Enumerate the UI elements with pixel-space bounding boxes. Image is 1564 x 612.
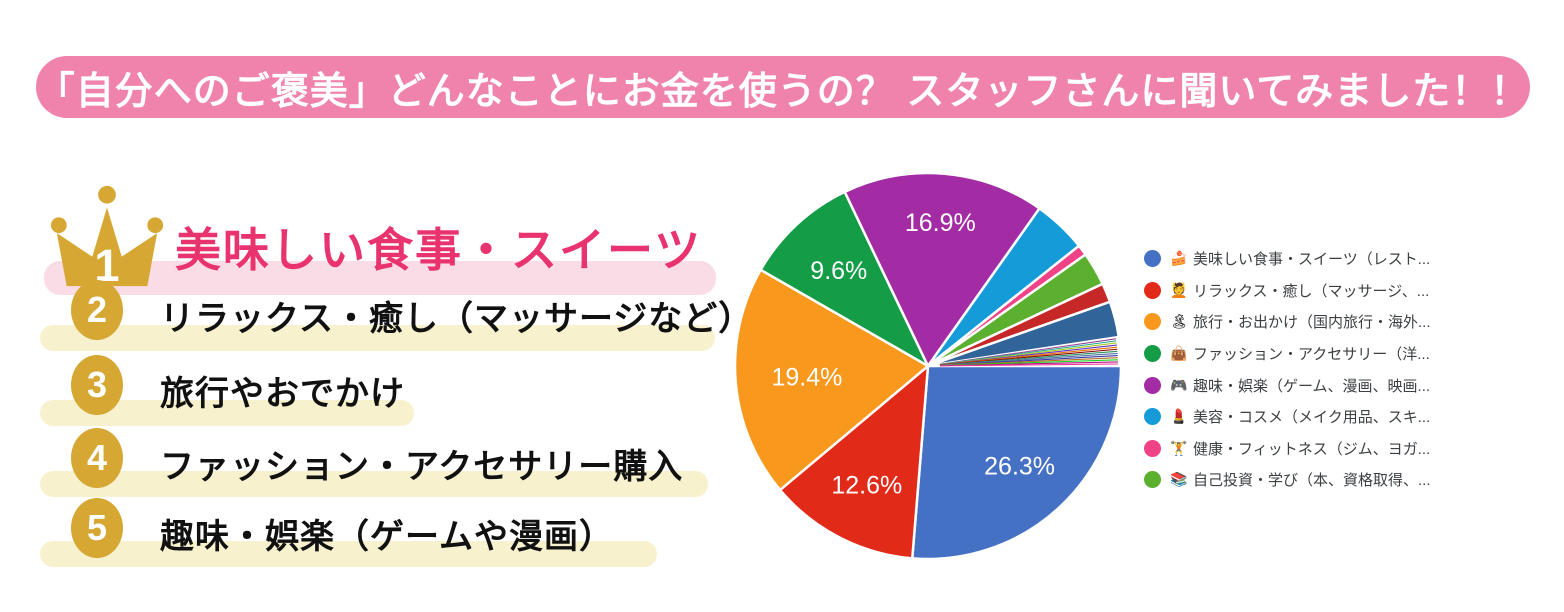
pie-percent-label-1: 26.3% [984, 452, 1055, 480]
rank4-label: ファッション・アクセサリー購入 [160, 448, 684, 486]
rank2-number: 2 [86, 289, 108, 330]
pie-percent-label-5: 16.9% [905, 209, 976, 237]
crown-icon: 1 [50, 185, 164, 291]
pie-slice-4 [759, 190, 930, 368]
rank5-highlight-bar [40, 541, 657, 567]
rank5-number-badge: 5 [71, 498, 123, 558]
rank5-label: 趣味・娯楽（ゲームや漫画） [160, 518, 614, 556]
legend-category-emoji-icon: 👜 [1170, 345, 1188, 362]
legend-color-dot [1144, 281, 1161, 299]
legend-label: 美味しい食事・スイーツ（レスト... [1193, 251, 1431, 269]
legend-label: 自己投資・学び（本、資格取得、... [1193, 472, 1431, 490]
legend-category-emoji-icon: 🏝 [1170, 313, 1188, 330]
rank3-number-badge: 3 [71, 355, 123, 415]
pie-percent-label-4: 9.6% [810, 257, 867, 285]
pie-hairline-sliver [939, 363, 1118, 367]
pie-percent-label-3: 19.4% [771, 364, 842, 392]
legend-color-dot [1144, 376, 1161, 394]
legend-label: 趣味・娯楽（ゲーム、漫画、映画... [1193, 377, 1431, 395]
legend-label: 健康・フィットネス（ジム、ヨガ... [1193, 440, 1431, 458]
legend-label: 美容・コスメ（メイク用品、スキ... [1193, 409, 1431, 427]
legend-category-emoji-icon: 💆 [1170, 281, 1188, 298]
rank3-label: 旅行やおでかけ [160, 375, 405, 413]
rank4-highlight-bar [40, 471, 708, 497]
pie-slice-2 [778, 364, 930, 560]
legend-item-7: 🏋 健康・フィットネス（ジム、ヨガ... [1144, 433, 1564, 465]
legend-item-4: 👜 ファッション・アクセサリー（洋... [1144, 338, 1564, 370]
ranking-list: 1 美味しい食事・スイーツ 2 リラックス・癒し（マッサージなど） 3 旅行やお… [0, 0, 752, 612]
page-title: 「自分へのご褒美」どんなことにお金を使うの？ スタッフさんに聞いてみました！！ [36, 70, 1530, 113]
legend-color-dot [1144, 439, 1161, 457]
rank1-label: 美味しい食事・スイーツ [175, 224, 703, 276]
pie-chart-svg: 26.3% 12.6% 19.4% 9.6% 16.9% [733, 171, 1123, 561]
legend-color-dot [1144, 345, 1161, 363]
rank5-number: 5 [86, 507, 108, 548]
legend-item-6: 💄 美容・コスメ（メイク用品、スキ... [1144, 401, 1564, 433]
rank1-highlight-bar [44, 261, 716, 295]
legend-category-emoji-icon: 📚 [1170, 471, 1188, 488]
legend-label: ファッション・アクセサリー（洋... [1193, 346, 1430, 364]
legend-item-3: 🏝 旅行・お出かけ（国内旅行・海外... [1144, 306, 1564, 338]
rank4-number-badge: 4 [71, 428, 123, 488]
legend-color-dot [1144, 471, 1161, 489]
legend-label: 旅行・お出かけ（国内旅行・海外... [1193, 314, 1431, 332]
pie-chart: 26.3% 12.6% 19.4% 9.6% 16.9% [731, 167, 1131, 567]
pie-percent-label-2: 12.6% [831, 471, 902, 499]
legend-category-emoji-icon: 🎮 [1170, 376, 1188, 393]
rank4-number: 4 [86, 437, 108, 478]
legend-color-dot [1144, 408, 1161, 426]
pie-legend: 🍰 美味しい食事・スイーツ（レスト... 💆 リラックス・癒し（マッサージ、... 🏝 旅… [1144, 243, 1564, 496]
legend-category-emoji-icon: 🏋 [1170, 439, 1188, 456]
pie-slice-5 [843, 171, 1041, 368]
legend-color-dot [1144, 250, 1161, 268]
legend-item-8: 📚 自己投資・学び（本、資格取得、... [1144, 464, 1564, 496]
legend-color-dot [1144, 313, 1161, 331]
legend-item-1: 🍰 美味しい食事・スイーツ（レスト... [1144, 243, 1564, 275]
legend-item-2: 💆 リラックス・癒し（マッサージ、... [1144, 275, 1564, 307]
rank2-number-badge: 2 [71, 280, 123, 340]
legend-category-emoji-icon: 🍰 [1170, 250, 1188, 267]
title-banner: 「自分へのご褒美」どんなことにお金を使うの？ スタッフさんに聞いてみました！！ [36, 56, 1530, 118]
rank2-label: リラックス・癒し（マッサージなど） [160, 300, 754, 338]
legend-item-5: 🎮 趣味・娯楽（ゲーム、漫画、映画... [1144, 369, 1564, 401]
legend-label: リラックス・癒し（マッサージ、... [1193, 282, 1430, 300]
pie-slice-3 [733, 268, 930, 492]
pie-slice-1 [911, 364, 1123, 561]
rank3-number: 3 [86, 364, 108, 405]
rank2-highlight-bar [40, 325, 715, 351]
legend-category-emoji-icon: 💄 [1170, 408, 1188, 425]
pie-slice-10 [926, 300, 1121, 368]
